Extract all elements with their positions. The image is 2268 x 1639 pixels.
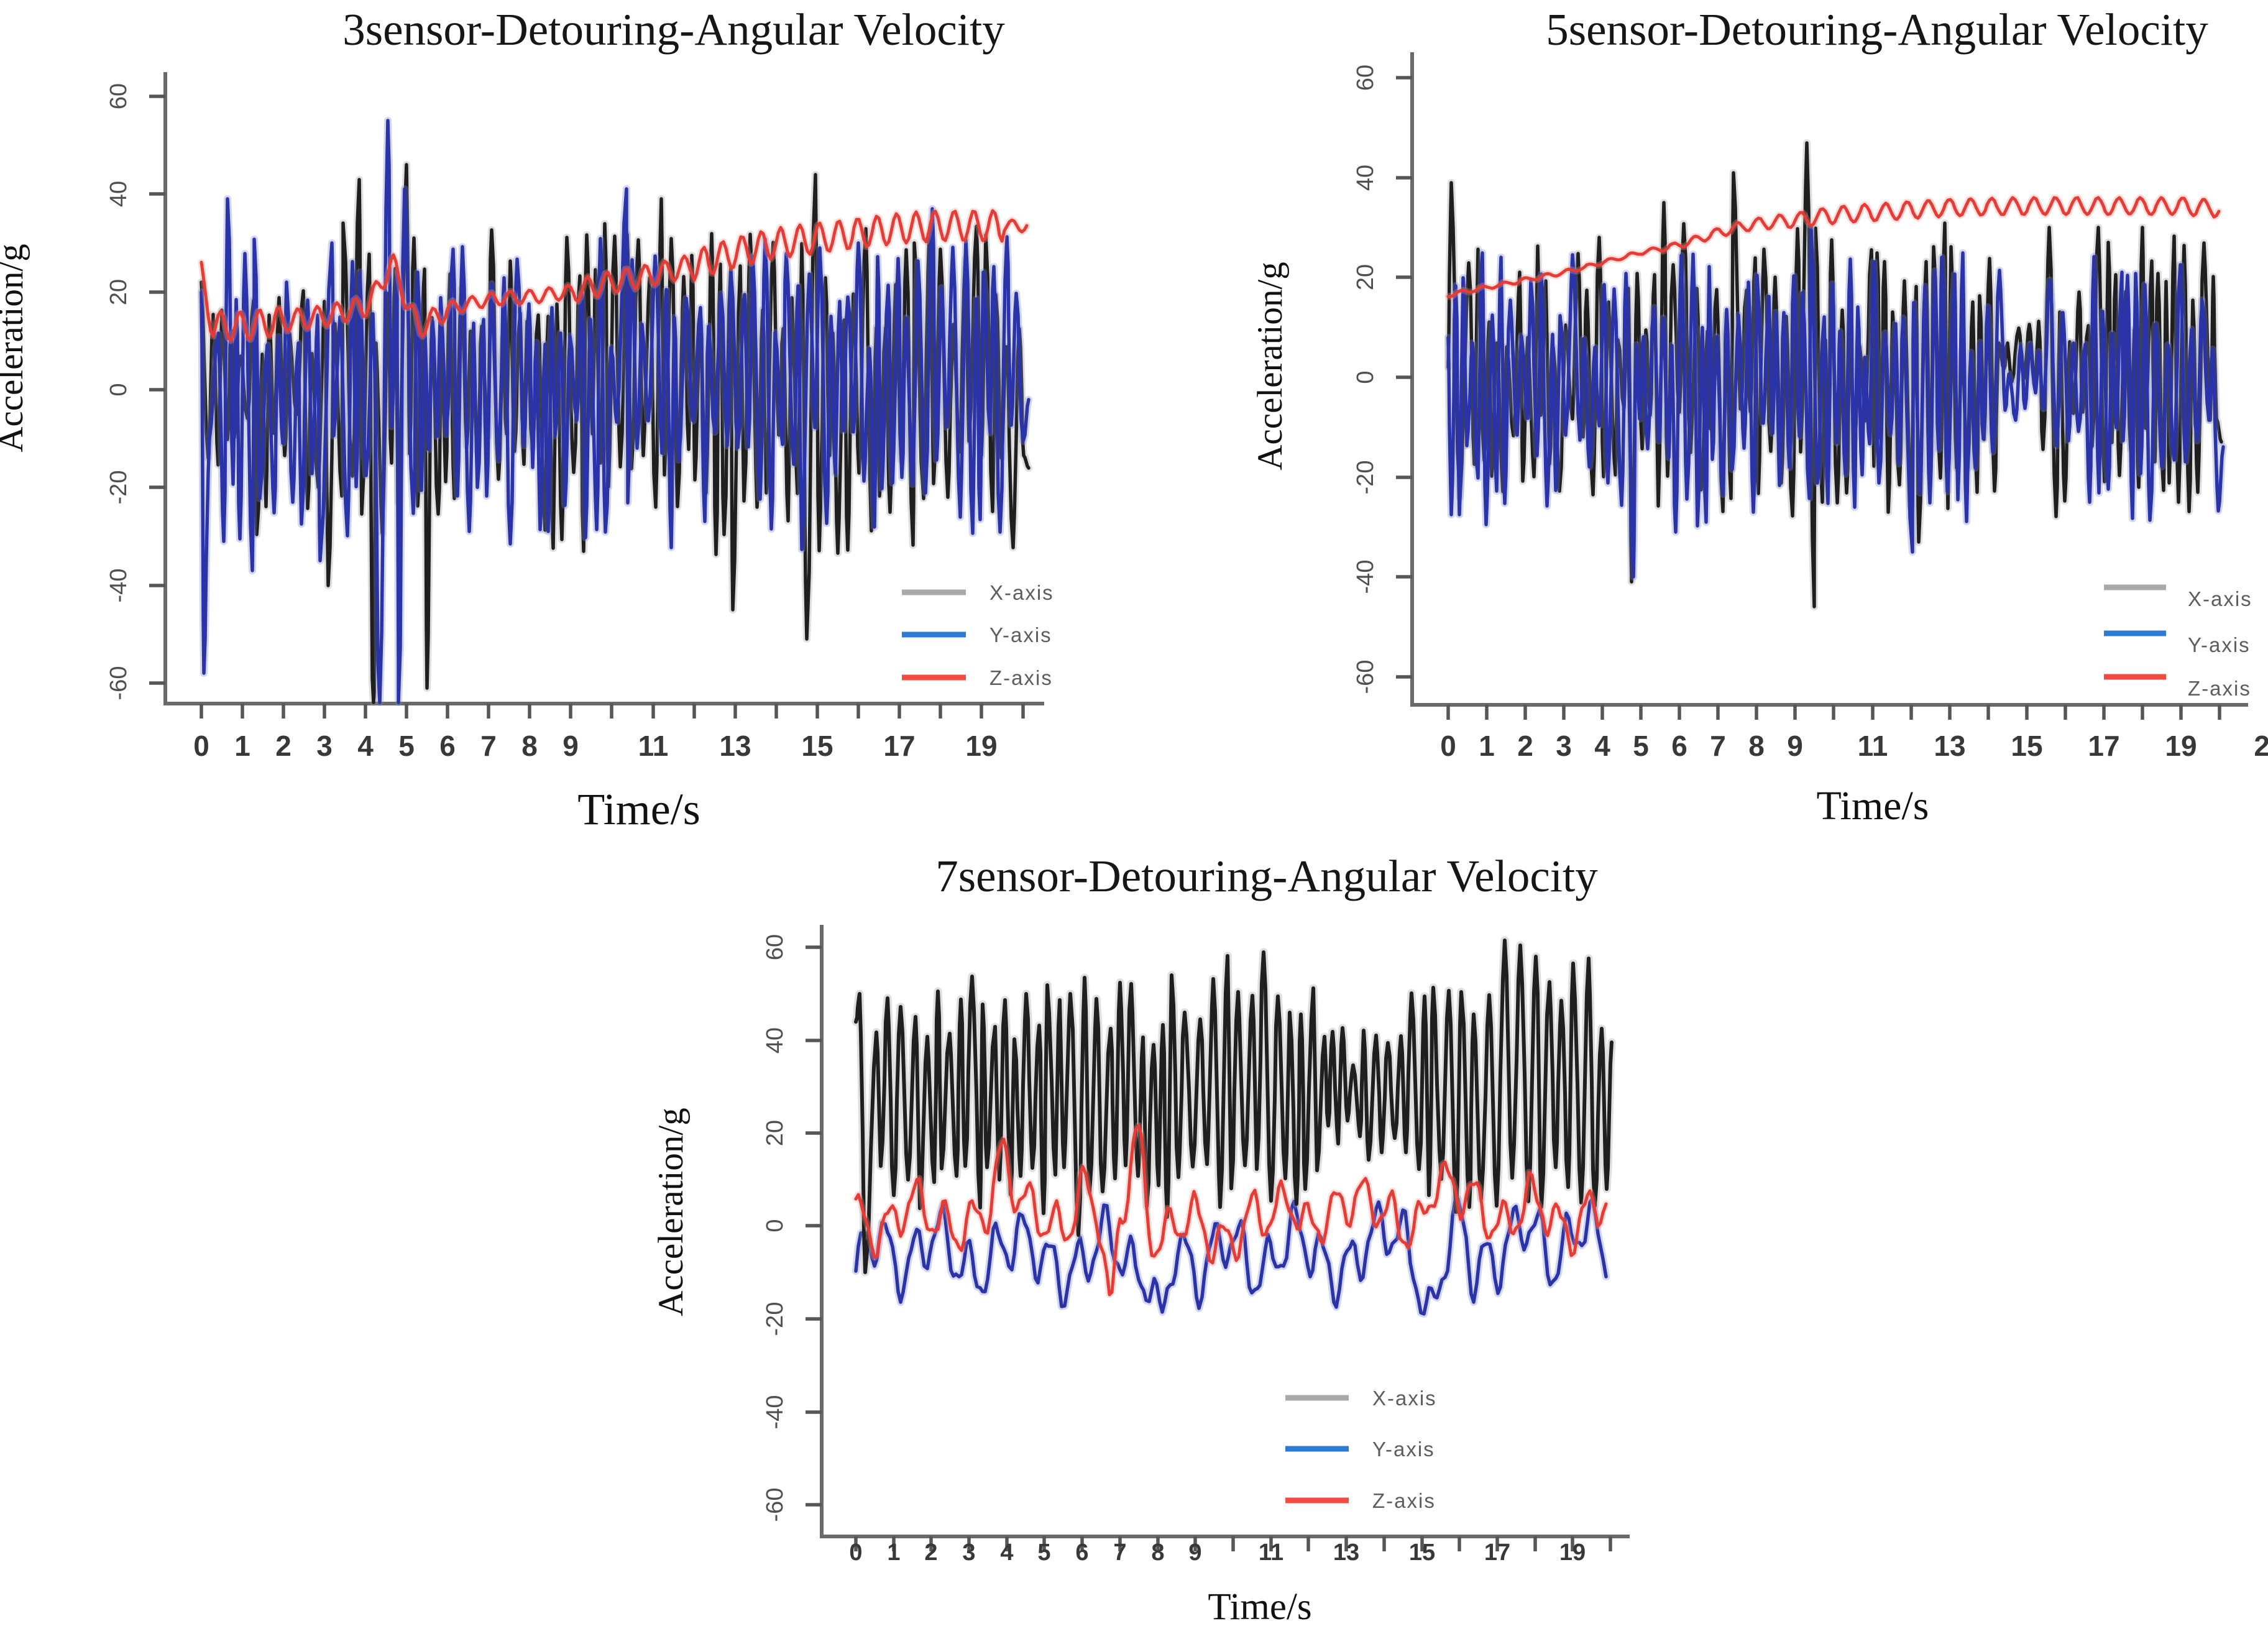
svg-text:-60: -60 <box>106 666 132 700</box>
svg-text:2: 2 <box>275 730 292 762</box>
svg-text:15: 15 <box>1409 1540 1435 1566</box>
svg-text:Z-axis: Z-axis <box>989 666 1053 689</box>
svg-text:11: 11 <box>638 730 669 762</box>
svg-text:X-axis: X-axis <box>1372 1387 1437 1410</box>
svg-text:11: 11 <box>1858 730 1888 762</box>
svg-text:X-axis: X-axis <box>2188 587 2252 610</box>
svg-text:Time/s: Time/s <box>1817 783 1929 829</box>
svg-text:Time/s: Time/s <box>1208 1586 1311 1628</box>
svg-text:5: 5 <box>1633 730 1649 762</box>
svg-text:Y-axis: Y-axis <box>989 623 1052 646</box>
svg-text:60: 60 <box>1352 65 1379 91</box>
svg-text:-20: -20 <box>106 471 132 505</box>
svg-text:6: 6 <box>439 730 456 762</box>
svg-text:5: 5 <box>398 730 415 762</box>
svg-text:8: 8 <box>1748 730 1765 762</box>
svg-text:40: 40 <box>762 1027 788 1054</box>
svg-text:Acceleration/g: Acceleration/g <box>651 1108 691 1316</box>
svg-text:Y-axis: Y-axis <box>1372 1438 1435 1461</box>
svg-text:9: 9 <box>1787 730 1803 762</box>
svg-text:9: 9 <box>562 730 579 762</box>
svg-text:9: 9 <box>1188 1540 1201 1566</box>
svg-text:40: 40 <box>1352 165 1379 191</box>
svg-text:3: 3 <box>1556 730 1572 762</box>
svg-text:Time/s: Time/s <box>577 784 700 834</box>
svg-text:Acceleration/g: Acceleration/g <box>0 244 30 452</box>
svg-text:7: 7 <box>1113 1540 1126 1566</box>
svg-text:1: 1 <box>887 1540 900 1566</box>
svg-text:0: 0 <box>849 1540 862 1566</box>
svg-text:13: 13 <box>1333 1540 1359 1566</box>
svg-text:21: 21 <box>2254 730 2268 762</box>
svg-text:19: 19 <box>1559 1540 1586 1566</box>
svg-text:Acceleration/g: Acceleration/g <box>1251 262 1290 471</box>
svg-text:60: 60 <box>762 934 788 960</box>
svg-text:Z-axis: Z-axis <box>2188 677 2251 700</box>
svg-text:1: 1 <box>1479 730 1495 762</box>
svg-text:-40: -40 <box>762 1395 788 1430</box>
svg-text:-20: -20 <box>762 1302 788 1336</box>
svg-text:17: 17 <box>2088 730 2119 762</box>
svg-text:X-axis: X-axis <box>989 581 1054 604</box>
svg-text:13: 13 <box>1934 730 1965 762</box>
svg-text:-40: -40 <box>1352 560 1379 594</box>
svg-text:3: 3 <box>962 1540 975 1566</box>
svg-text:17: 17 <box>883 730 915 762</box>
svg-text:0: 0 <box>1352 370 1379 383</box>
svg-text:7: 7 <box>480 730 497 762</box>
svg-text:6: 6 <box>1671 730 1687 762</box>
svg-text:4: 4 <box>1000 1540 1013 1566</box>
svg-text:7: 7 <box>1710 730 1726 762</box>
svg-text:5: 5 <box>1037 1540 1050 1566</box>
svg-text:-60: -60 <box>762 1488 788 1522</box>
svg-text:3sensor-Detouring-Angular Velo: 3sensor-Detouring-Angular Velocity <box>342 4 1005 55</box>
svg-text:2: 2 <box>1517 730 1533 762</box>
svg-text:20: 20 <box>106 279 132 305</box>
svg-text:-20: -20 <box>1352 461 1379 495</box>
svg-text:15: 15 <box>801 730 833 762</box>
svg-text:7sensor-Detouring-Angular Velo: 7sensor-Detouring-Angular Velocity <box>935 851 1598 901</box>
svg-text:13: 13 <box>719 730 751 762</box>
svg-text:19: 19 <box>965 730 997 762</box>
svg-text:8: 8 <box>1151 1540 1164 1566</box>
svg-text:-60: -60 <box>1352 660 1379 694</box>
svg-text:Y-axis: Y-axis <box>2188 633 2251 656</box>
svg-text:4: 4 <box>357 730 374 762</box>
svg-text:20: 20 <box>1352 264 1379 290</box>
svg-text:0: 0 <box>106 383 132 396</box>
svg-text:20: 20 <box>762 1120 788 1146</box>
svg-text:3: 3 <box>316 730 333 762</box>
svg-text:4: 4 <box>1594 730 1610 762</box>
svg-text:17: 17 <box>1484 1540 1510 1566</box>
svg-text:Z-axis: Z-axis <box>1372 1489 1436 1512</box>
svg-text:11: 11 <box>1259 1540 1283 1566</box>
svg-text:40: 40 <box>106 181 132 207</box>
svg-text:2: 2 <box>924 1540 937 1566</box>
svg-text:0: 0 <box>193 730 209 762</box>
svg-text:0: 0 <box>1440 730 1456 762</box>
svg-text:60: 60 <box>106 83 132 109</box>
svg-text:5sensor-Detouring-Angular Velo: 5sensor-Detouring-Angular Velocity <box>1546 4 2208 55</box>
svg-text:1: 1 <box>234 730 250 762</box>
svg-text:6: 6 <box>1075 1540 1088 1566</box>
svg-text:0: 0 <box>762 1219 788 1232</box>
svg-text:15: 15 <box>2011 730 2042 762</box>
svg-text:-40: -40 <box>106 569 132 603</box>
svg-text:8: 8 <box>521 730 538 762</box>
svg-text:19: 19 <box>2165 730 2197 762</box>
